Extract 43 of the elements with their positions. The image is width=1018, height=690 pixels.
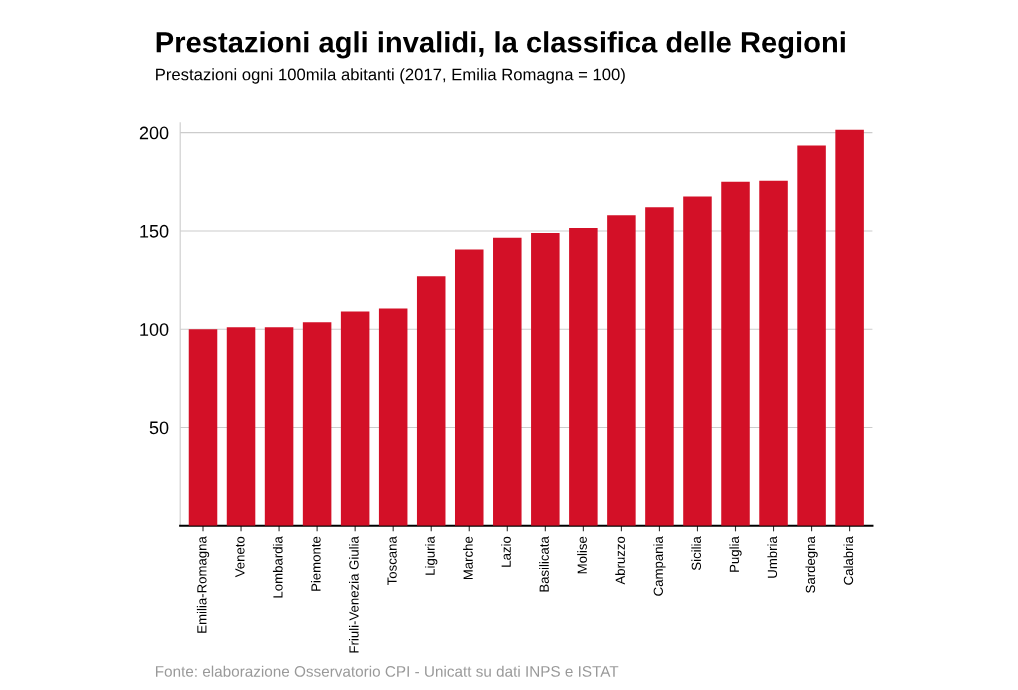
y-tick-label: 100 (140, 323, 169, 336)
bar (302, 322, 332, 526)
bar (378, 308, 408, 526)
bar (340, 311, 370, 526)
bar (721, 181, 750, 526)
x-tick-label: Basilicata (539, 536, 549, 592)
y-tick-label: 150 (140, 224, 169, 238)
bar (264, 327, 294, 526)
bar (531, 232, 560, 526)
x-tick-label: Campania (653, 536, 666, 596)
x-tick-label: Sicilia (691, 536, 702, 571)
bar (416, 276, 446, 526)
chart-title: Prestazioni agli invalidi, la classifica delle Regioni (156, 31, 845, 59)
bar (759, 180, 788, 526)
bar (226, 327, 256, 526)
bar (569, 227, 598, 526)
x-tick-label: Molise (577, 536, 587, 574)
bar (454, 249, 484, 526)
x-tick-label: Calabria (843, 536, 854, 585)
bar (797, 145, 826, 526)
x-tick-label: Lazio (501, 536, 511, 567)
x-tick-label: Friuli-Venezia Giulia (349, 536, 359, 653)
x-tick-label: Sardegna (805, 536, 818, 593)
chart-subtitle: Prestazioni ogni 100mila abitanti (2017, Emilia Romagna = 100) (156, 68, 625, 84)
bar (188, 329, 218, 526)
bar (493, 237, 522, 526)
y-tick-label: 200 (139, 126, 169, 140)
x-tick-label: Umbria (767, 536, 778, 578)
x-tick-label: Puglia (729, 536, 742, 572)
x-tick-label: Emilia-Romagna (196, 536, 210, 633)
x-tick-label: Liguria (425, 536, 438, 575)
x-tick-label: Toscana (387, 536, 397, 586)
source-note: Fonte: elaborazione Osservatorio CPI - Unicatt su dati INPS e ISTAT (155, 665, 619, 677)
x-tick-label: Marche (463, 536, 473, 580)
y-tick-label: 50 (149, 421, 169, 435)
bar (645, 207, 674, 526)
x-tick-label: Piemonte (310, 536, 321, 591)
x-tick-label: Veneto (235, 536, 245, 578)
x-tick-label: Lombardia (272, 536, 283, 598)
x-tick-label: Abruzzo (615, 536, 625, 585)
bar (835, 129, 864, 526)
bar (683, 196, 712, 526)
bar (607, 215, 636, 526)
